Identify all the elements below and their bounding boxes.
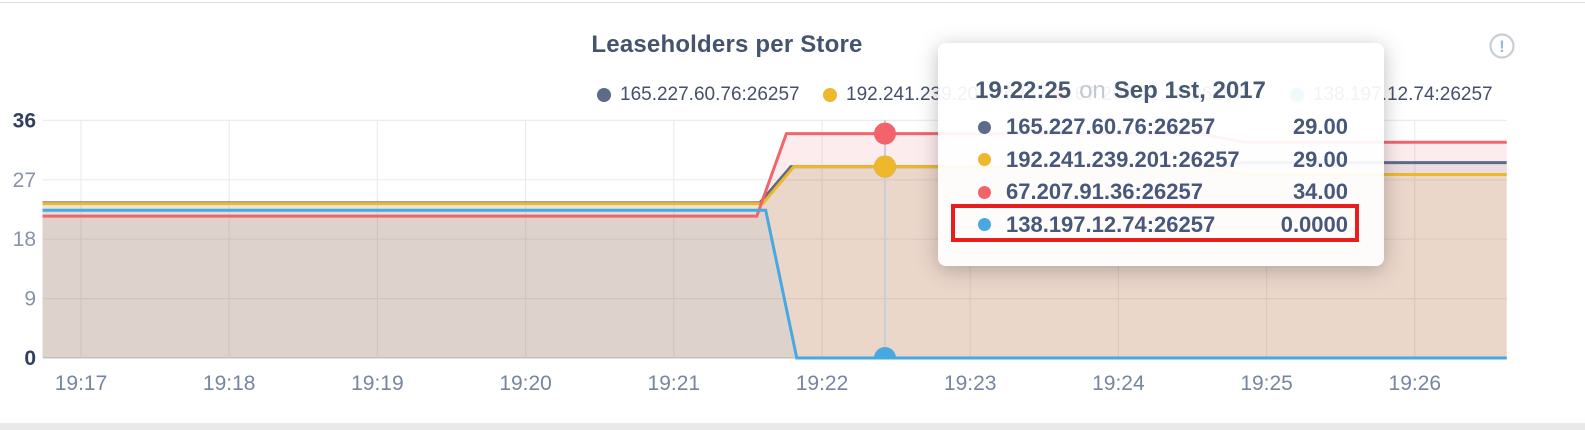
x-axis-label: 19:22 <box>796 372 849 395</box>
tooltip-on-word: on <box>1079 77 1106 104</box>
tooltip-date: Sep 1st, 2017 <box>1113 77 1266 104</box>
x-axis-label: 19:20 <box>499 372 552 395</box>
x-axis-label: 19:21 <box>648 372 701 395</box>
tooltip-row: 67.207.91.36:26257 34.00 <box>978 176 1348 208</box>
x-axis-label: 19:18 <box>203 372 256 395</box>
tooltip-row: 138.197.12.74:26257 0.0000 <box>978 209 1348 241</box>
tooltip-series-name: 192.241.239.201:26257 <box>1006 146 1240 172</box>
legend-item-165.227.60.76:26257[interactable]: 165.227.60.76:26257 <box>597 84 800 106</box>
hover-dot <box>873 347 896 360</box>
x-axis-label: 19:17 <box>55 372 108 395</box>
x-axis-label: 19:19 <box>351 372 404 395</box>
y-axis-label: 18 <box>13 228 36 251</box>
tooltip-header: 19:22:25 on Sep 1st, 2017 <box>975 77 1266 105</box>
tooltip-series-dot <box>978 153 991 166</box>
tooltip-series-value: 29.00 <box>1292 146 1348 172</box>
tooltip-series-dot <box>978 185 991 199</box>
x-axis-label: 19:26 <box>1389 372 1442 395</box>
hover-dot <box>873 155 896 178</box>
x-axis-label: 19:25 <box>1240 372 1293 395</box>
tooltip-series-value: 34.00 <box>1292 179 1348 204</box>
svg-text:!: ! <box>1499 37 1505 56</box>
panel-bottom-border <box>0 423 1585 430</box>
tooltip-row: 192.241.239.201:26257 29.00 <box>978 144 1348 176</box>
tooltip-row: 165.227.60.76:26257 29.00 <box>978 111 1348 143</box>
series-line-3 <box>42 208 1507 360</box>
info-icon[interactable]: ! <box>1487 31 1517 61</box>
tooltip-series-name: 165.227.60.76:26257 <box>1006 114 1216 139</box>
x-axis-label: 19:23 <box>944 372 997 395</box>
series-area-3 <box>42 210 1507 358</box>
tooltip-series-value: 0.0000 <box>1280 211 1348 237</box>
tooltip-series-dot <box>978 218 991 231</box>
legend-label: 165.227.60.76:26257 <box>620 84 800 105</box>
tooltip-series-value: 29.00 <box>1292 114 1348 139</box>
tooltip-series-name: 67.207.91.36:26257 <box>1006 179 1203 204</box>
hover-tooltip: 19:22:25 on Sep 1st, 2017 165.227.60.76:26… <box>938 43 1384 266</box>
legend-swatch-icon <box>597 88 611 102</box>
x-axis-label: 19:24 <box>1092 372 1145 395</box>
tooltip-time: 19:22:25 <box>975 77 1072 104</box>
y-axis-label: 0 <box>24 347 36 370</box>
panel-top-border <box>0 2 1585 3</box>
hover-marker <box>873 120 896 360</box>
tooltip-series-name: 138.197.12.74:26257 <box>1006 211 1216 237</box>
chart-title: Leaseholders per Store <box>591 31 863 58</box>
y-axis-label: 27 <box>13 169 36 192</box>
y-axis-label: 9 <box>24 288 36 311</box>
hover-dot <box>873 122 896 145</box>
y-axis-label: 36 <box>13 109 36 132</box>
annotation-highlight-box <box>951 204 1359 242</box>
legend-swatch-icon <box>823 88 837 102</box>
tooltip-series-dot <box>978 120 991 134</box>
